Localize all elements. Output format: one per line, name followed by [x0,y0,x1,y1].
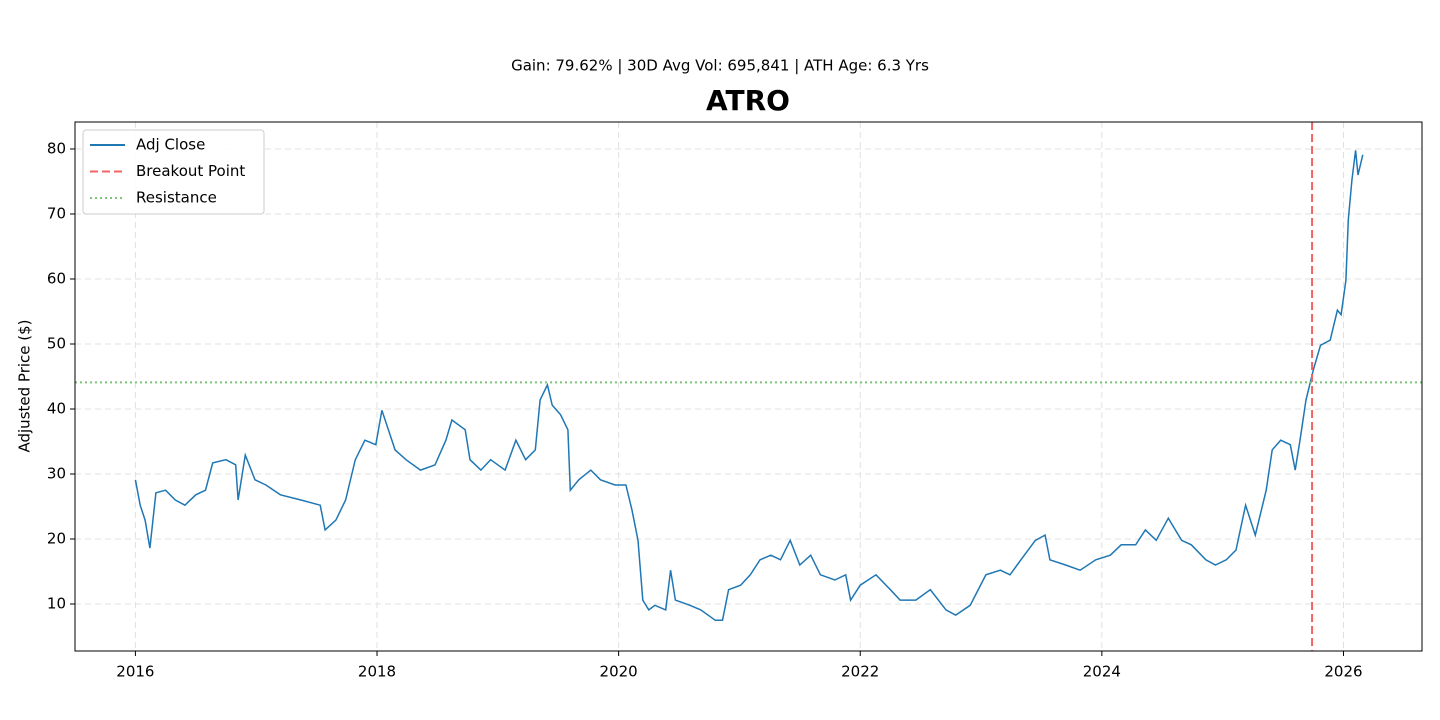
y-tick-label: 30 [47,464,66,482]
x-tick-label: 2016 [116,663,154,681]
legend-label: Breakout Point [136,162,245,180]
x-tick-label: 2024 [1083,663,1121,681]
y-tick-label: 10 [47,595,66,613]
y-tick-label: 80 [47,139,66,157]
y-tick-label: 20 [47,529,66,547]
y-tick-label: 60 [47,269,66,287]
legend-label: Adj Close [136,136,205,154]
y-tick-label: 40 [47,399,66,417]
chart-subtitle: Gain: 79.62% | 30D Avg Vol: 695,841 | AT… [511,57,929,75]
chart-title: ATRO [706,84,790,117]
x-tick-label: 2020 [600,663,638,681]
legend-label: Resistance [136,189,217,207]
plot-frame [74,121,1423,652]
x-tick-label: 2022 [841,663,879,681]
y-tick-label: 70 [47,204,66,222]
x-tick-label: 2018 [358,663,396,681]
legend: Adj Close Breakout Point Resistance [82,129,265,215]
y-axis-label: Adjusted Price ($) [16,319,34,452]
y-tick-label: 50 [47,334,66,352]
x-tick-label: 2026 [1324,663,1362,681]
price-line [134,150,1364,622]
legend-box [82,129,265,215]
